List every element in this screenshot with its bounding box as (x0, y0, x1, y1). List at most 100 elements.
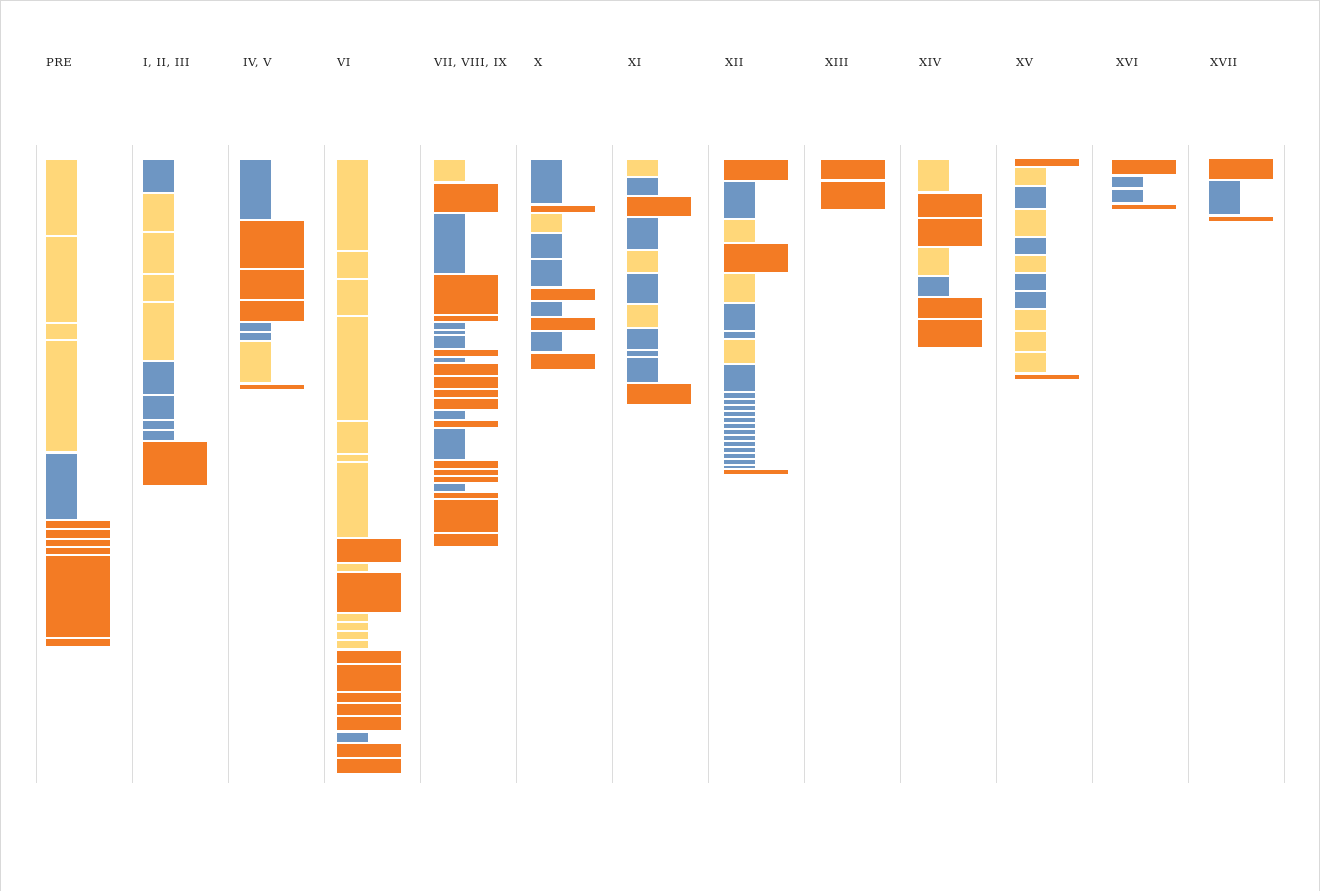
column-label: I, II, III (143, 55, 190, 69)
orange-block (434, 477, 498, 482)
yellow-block (337, 455, 368, 461)
orange-block (337, 704, 401, 715)
orange-block (434, 461, 498, 468)
blue-block (1015, 238, 1046, 254)
blue-block (627, 358, 658, 382)
orange-block (434, 390, 498, 397)
orange-block (434, 316, 498, 321)
blue-block (531, 234, 562, 258)
yellow-block (337, 463, 368, 537)
column-divider (996, 145, 997, 783)
blue-block (724, 436, 755, 440)
yellow-block (143, 275, 174, 301)
orange-block (918, 320, 982, 347)
blue-block (143, 431, 174, 440)
column-divider (804, 145, 805, 783)
blue-block (724, 442, 755, 446)
yellow-block (337, 317, 368, 420)
column-label: PRE (46, 55, 73, 69)
yellow-block (337, 614, 368, 621)
column-label: X (534, 55, 543, 69)
yellow-block (143, 233, 174, 273)
blue-block (724, 430, 755, 434)
blue-block (918, 277, 949, 296)
yellow-block (337, 422, 368, 453)
column-divider (228, 145, 229, 783)
blue-block (1209, 181, 1240, 214)
orange-block (337, 573, 401, 612)
yellow-block (46, 324, 77, 339)
column-label: XIV (919, 55, 942, 69)
blue-block (531, 332, 562, 351)
yellow-block (337, 632, 368, 639)
orange-block (918, 298, 982, 318)
blue-block (627, 218, 658, 249)
orange-block (46, 548, 110, 554)
orange-block (627, 384, 691, 404)
orange-block (1015, 159, 1079, 166)
blue-block (434, 336, 465, 348)
column-label: IV, V (243, 55, 272, 69)
blue-block (143, 396, 174, 419)
blue-block (724, 454, 755, 458)
yellow-block (337, 623, 368, 630)
orange-block (531, 354, 595, 369)
orange-block (434, 377, 498, 388)
yellow-block (918, 248, 949, 275)
blue-block (240, 323, 271, 331)
orange-block (240, 385, 304, 389)
orange-block (531, 318, 595, 330)
blue-block (434, 358, 465, 362)
orange-block (1209, 217, 1273, 221)
blue-block (434, 331, 465, 334)
blue-block (627, 329, 658, 349)
orange-block (240, 270, 304, 299)
orange-block (531, 289, 595, 300)
blue-block (531, 160, 562, 203)
orange-block (531, 206, 595, 212)
yellow-block (627, 251, 658, 272)
yellow-block (337, 280, 368, 315)
yellow-block (240, 342, 271, 382)
column-label: VII, VIII, IX (434, 55, 508, 69)
blue-block (240, 160, 271, 219)
yellow-block (1015, 168, 1046, 185)
column-divider (1092, 145, 1093, 783)
column-label: XVII (1210, 55, 1238, 69)
column-label: XIII (825, 55, 849, 69)
orange-block (724, 470, 788, 474)
orange-block (434, 184, 498, 212)
yellow-block (143, 303, 174, 360)
blue-block (724, 418, 755, 422)
yellow-block (1015, 332, 1046, 351)
orange-block (240, 301, 304, 321)
orange-block (918, 194, 982, 217)
blue-block (1112, 177, 1143, 187)
yellow-block (46, 341, 77, 451)
orange-block (46, 530, 110, 538)
orange-block (337, 693, 401, 702)
orange-block (434, 364, 498, 375)
yellow-block (46, 237, 77, 322)
orange-block (434, 421, 498, 427)
yellow-block (627, 305, 658, 327)
blue-block (627, 351, 658, 356)
blue-block (724, 393, 755, 398)
blue-block (724, 400, 755, 404)
column-divider (1188, 145, 1189, 783)
blue-block (724, 304, 755, 330)
blue-block (1112, 190, 1143, 202)
blue-block (143, 160, 174, 192)
column-label: XII (725, 55, 744, 69)
blue-block (724, 424, 755, 428)
orange-block (46, 521, 110, 528)
yellow-block (918, 160, 949, 191)
column-divider (132, 145, 133, 783)
blue-block (1015, 187, 1046, 208)
column-divider (900, 145, 901, 783)
column-divider (1284, 145, 1285, 783)
yellow-block (724, 340, 755, 363)
column-divider (420, 145, 421, 783)
yellow-block (337, 641, 368, 648)
yellow-block (1015, 353, 1046, 372)
